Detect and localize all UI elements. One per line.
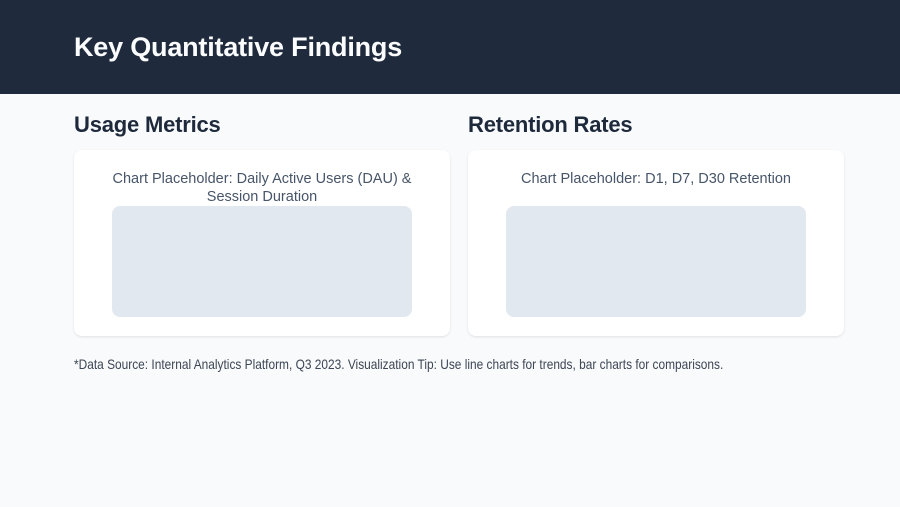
section-retention-rates: Retention Rates Chart Placeholder: D1, D…	[468, 94, 844, 336]
chart-placeholder-box-usage	[112, 206, 412, 317]
chart-placeholder-box-retention	[506, 206, 806, 317]
section-heading-retention-rates: Retention Rates	[468, 112, 633, 137]
content-area: Usage Metrics Chart Placeholder: Daily A…	[0, 94, 900, 373]
page-title: Key Quantitative Findings	[74, 31, 403, 62]
two-column-layout: Usage Metrics Chart Placeholder: Daily A…	[74, 94, 844, 336]
section-heading-usage-metrics: Usage Metrics	[74, 112, 221, 137]
page-header: Key Quantitative Findings	[0, 0, 900, 94]
footnote: *Data Source: Internal Analytics Platfor…	[74, 356, 724, 372]
section-usage-metrics: Usage Metrics Chart Placeholder: Daily A…	[74, 94, 450, 336]
chart-placeholder-label-retention: Chart Placeholder: D1, D7, D30 Retention	[520, 171, 791, 187]
chart-placeholder-label-usage: Chart Placeholder: Daily Active Users (D…	[112, 171, 412, 205]
chart-card-usage: Chart Placeholder: Daily Active Users (D…	[74, 150, 450, 336]
slide-page: Key Quantitative Findings Usage Metrics …	[0, 0, 900, 373]
chart-card-retention: Chart Placeholder: D1, D7, D30 Retention	[468, 150, 844, 336]
